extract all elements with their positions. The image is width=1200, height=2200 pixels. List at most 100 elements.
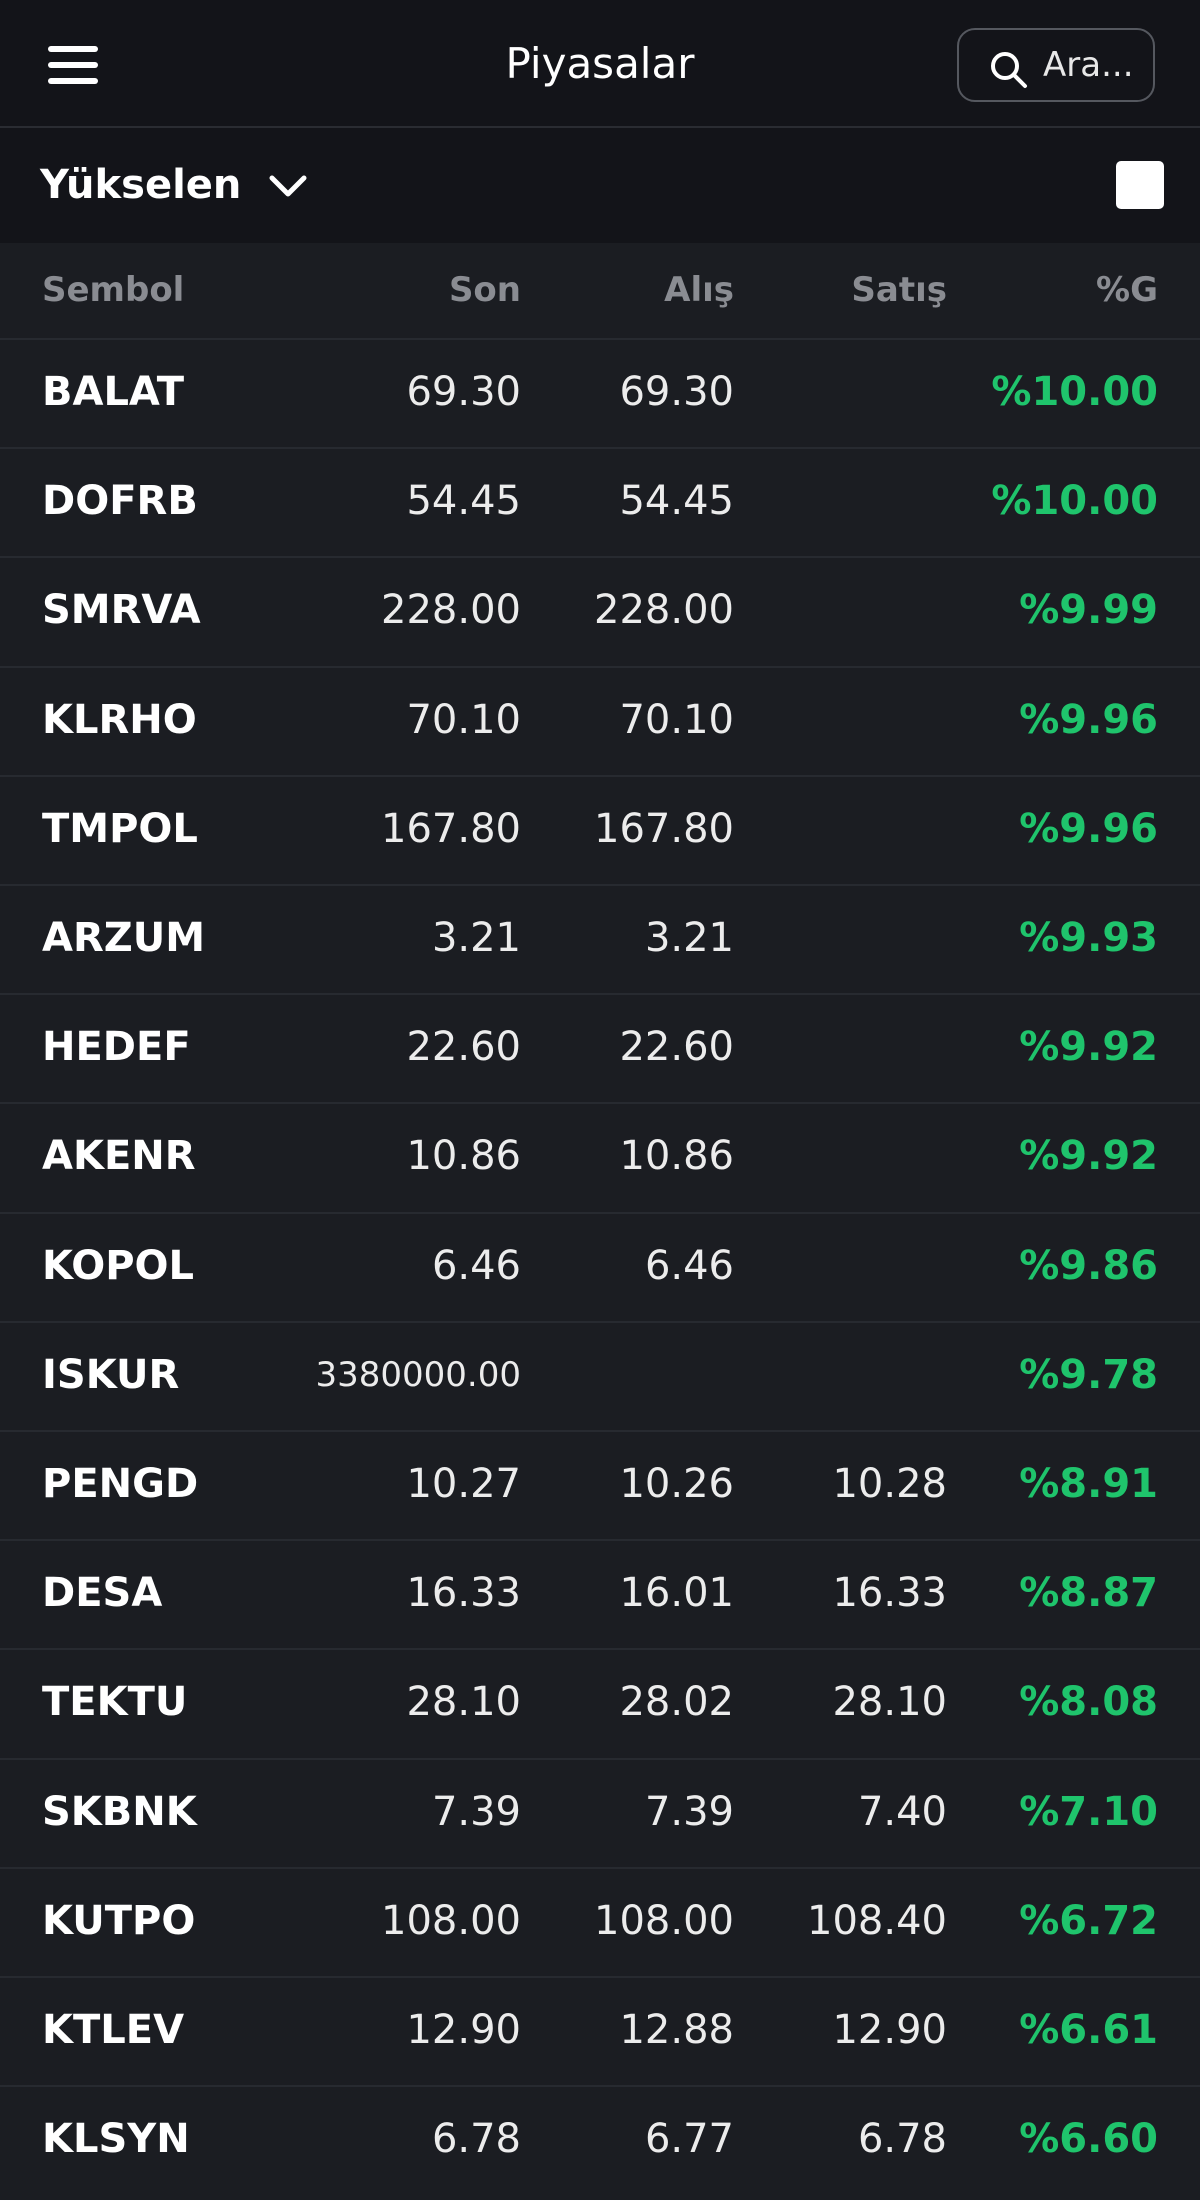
last-price: 167.80 <box>381 805 521 852</box>
change-percent: %6.61 <box>1019 2007 1158 2053</box>
bid-price: 228.00 <box>594 587 734 634</box>
column-header: Alış <box>664 270 734 310</box>
ask-price: 16.33 <box>832 1570 947 1617</box>
bid-price: 16.01 <box>619 1570 734 1617</box>
change-percent: %10.00 <box>991 478 1158 525</box>
change-percent: %9.99 <box>1019 587 1158 634</box>
bid-price: 10.86 <box>619 1133 734 1180</box>
symbol: AKENR <box>42 1133 196 1180</box>
checkbox[interactable] <box>1116 161 1164 209</box>
last-price: 10.27 <box>406 1461 521 1507</box>
last-price: 69.30 <box>406 369 521 415</box>
bid-price: 69.30 <box>619 369 734 415</box>
symbol: KLSYN <box>42 2116 190 2163</box>
ask-price: 28.10 <box>832 1679 947 1726</box>
bid-price: 10.26 <box>619 1461 734 1507</box>
change-percent: %9.78 <box>1019 1351 1158 1398</box>
table-row[interactable]: KUTPO 108.00 108.00 108.40 %6.72 <box>0 1866 1200 1976</box>
ask-price: 12.90 <box>832 2007 947 2053</box>
symbol: SMRVA <box>42 587 201 634</box>
bid-price: 6.77 <box>644 2116 734 2163</box>
change-percent: %7.10 <box>1019 1788 1158 1835</box>
search-placeholder: Ara... <box>1043 45 1134 85</box>
last-price: 12.90 <box>406 2007 521 2053</box>
filter-bar: Yükselen <box>0 128 1200 243</box>
last-price: 7.39 <box>431 1788 521 1835</box>
change-percent: %9.86 <box>1019 1242 1158 1289</box>
symbol: BALAT <box>42 369 185 415</box>
last-price: 16.33 <box>406 1570 521 1617</box>
column-header: Sembol <box>42 270 185 310</box>
last-price: 70.10 <box>406 696 521 743</box>
ask-price: 108.40 <box>807 1897 947 1944</box>
change-percent: %8.08 <box>1019 1679 1158 1726</box>
bid-price: 167.80 <box>594 805 734 852</box>
change-percent: %9.96 <box>1019 805 1158 852</box>
ask-price: 10.28 <box>832 1461 947 1507</box>
table-row[interactable]: KLSYN 6.78 6.77 6.78 %6.60 <box>0 2085 1200 2194</box>
last-price: 54.45 <box>406 478 521 525</box>
change-percent: %9.93 <box>1019 915 1158 961</box>
change-percent: %8.87 <box>1019 1570 1158 1617</box>
symbol: KTLEV <box>42 2007 185 2053</box>
table-row[interactable]: SMRVA 228.00 228.00 %9.99 <box>0 556 1200 665</box>
symbol: KLRHO <box>42 696 197 743</box>
table-row[interactable]: ARZUM 3.21 3.21 %9.93 <box>0 884 1200 993</box>
table-row[interactable]: HEDEF 22.60 22.60 %9.92 <box>0 993 1200 1102</box>
symbol: DESA <box>42 1570 163 1617</box>
change-percent: %6.60 <box>1019 2116 1158 2163</box>
column-header: Son <box>448 270 521 310</box>
bid-price: 22.60 <box>619 1024 734 1071</box>
table-row[interactable]: AKENR 10.86 10.86 %9.92 <box>0 1102 1200 1211</box>
search-box[interactable]: Ara... <box>957 28 1155 102</box>
table-row[interactable]: BALAT 69.30 69.30 %10.00 <box>0 338 1200 447</box>
symbol: DOFRB <box>42 478 198 525</box>
change-percent: %9.92 <box>1019 1024 1158 1071</box>
bid-price: 108.00 <box>594 1897 734 1944</box>
table-row[interactable]: KOPOL 6.46 6.46 %9.86 <box>0 1211 1200 1321</box>
symbol: SKBNK <box>42 1788 197 1835</box>
table-row[interactable]: KLRHO 70.10 70.10 %9.96 <box>0 665 1200 775</box>
last-price: 6.46 <box>431 1242 521 1289</box>
table-row[interactable]: DESA 16.33 16.01 16.33 %8.87 <box>0 1539 1200 1648</box>
bid-price: 3.21 <box>644 915 734 961</box>
change-percent: %10.00 <box>991 369 1158 415</box>
top-bar: Piyasalar Ara... <box>0 0 1200 128</box>
table-row[interactable]: DOFRB 54.45 54.45 %10.00 <box>0 447 1200 556</box>
change-percent: %6.72 <box>1019 1897 1158 1944</box>
last-price: 228.00 <box>381 587 521 634</box>
change-percent: %9.92 <box>1019 1133 1158 1180</box>
change-percent: %8.91 <box>1019 1461 1158 1507</box>
last-price: 3.21 <box>431 915 521 961</box>
table-row[interactable]: KTLEV 12.90 12.88 12.90 %6.61 <box>0 1976 1200 2085</box>
menu-button[interactable] <box>48 44 100 86</box>
bid-price: 28.02 <box>619 1679 734 1726</box>
table-row[interactable]: TEKTU 28.10 28.02 28.10 %8.08 <box>0 1648 1200 1757</box>
bid-price: 70.10 <box>619 696 734 743</box>
symbol: ISKUR <box>42 1351 180 1398</box>
symbol: TEKTU <box>42 1679 188 1726</box>
column-header: Satış <box>851 270 947 310</box>
symbol: KUTPO <box>42 1897 196 1944</box>
bid-price: 12.88 <box>619 2007 734 2053</box>
bid-price: 6.46 <box>644 1242 734 1289</box>
dropdown-chevron <box>269 175 307 197</box>
bid-price: 54.45 <box>619 478 734 525</box>
search-icon <box>991 52 1027 88</box>
last-price: 10.86 <box>406 1133 521 1180</box>
last-price: 22.60 <box>406 1024 521 1071</box>
filter-dropdown[interactable]: Yükselen <box>40 162 242 208</box>
table-row[interactable]: SKBNK 7.39 7.39 7.40 %7.10 <box>0 1757 1200 1867</box>
table-row[interactable]: TMPOL 167.80 167.80 %9.96 <box>0 774 1200 884</box>
table-row[interactable]: ISKUR 3380000.00 %9.78 <box>0 1320 1200 1430</box>
last-price: 6.78 <box>431 2116 521 2163</box>
page-title: Piyasalar <box>505 39 695 88</box>
table-row[interactable]: PENGD 10.27 10.26 10.28 %8.91 <box>0 1430 1200 1539</box>
symbol: KOPOL <box>42 1242 195 1289</box>
symbol: TMPOL <box>42 805 198 852</box>
column-header: %G <box>1096 270 1158 310</box>
ask-price: 6.78 <box>857 2116 947 2163</box>
ask-price: 7.40 <box>857 1788 947 1835</box>
symbol: PENGD <box>42 1461 199 1507</box>
